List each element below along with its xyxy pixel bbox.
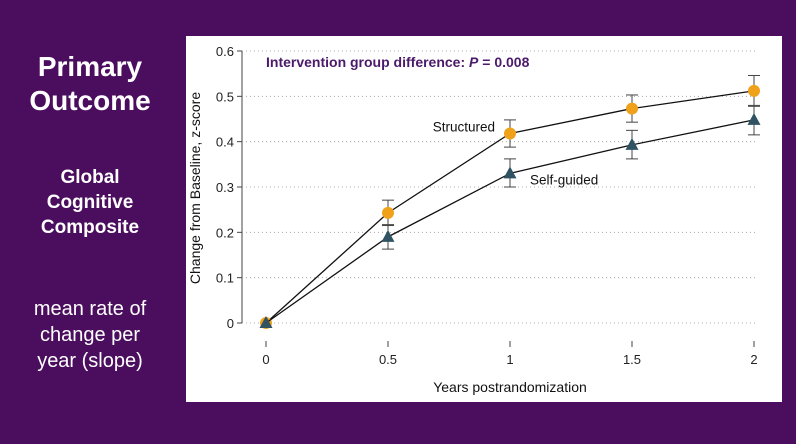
mean-line-1: mean rate of <box>33 298 147 320</box>
chart-axes: 0 0.1 0.2 0.3 0.4 0.5 0.6 0 0.5 1 1.5 2 <box>216 44 758 367</box>
mean-line-2: change per <box>39 324 141 346</box>
annotation-text: Intervention group difference: P = 0.008 <box>266 54 530 70</box>
series-layer: Structured Self-guided <box>259 74 761 329</box>
left-panel: Primary Outcome Global Cognitive Composi… <box>0 0 180 444</box>
x-axis-label: Years postrandomization <box>433 379 587 395</box>
global-line-3: Composite <box>40 217 140 238</box>
annotation-p-symbol: P <box>469 54 479 70</box>
y-tick-label: 0.3 <box>216 180 234 195</box>
x-tick-label: 1 <box>506 352 513 367</box>
x-tick-label: 1.5 <box>623 352 641 367</box>
annotation-prefix: Intervention group difference: <box>266 54 469 70</box>
y-tick-label: 0 <box>227 316 234 331</box>
mean-rate-description: mean rate of change per year (slope) <box>0 296 180 374</box>
y-tick-label: 0.6 <box>216 44 234 59</box>
mean-line-3: year (slope) <box>37 350 143 372</box>
data-point-self-guided <box>747 112 761 125</box>
line-chart: 0 0.1 0.2 0.3 0.4 0.5 0.6 0 0.5 1 1.5 2 Interventio… <box>187 44 761 395</box>
data-point-structured <box>626 102 638 115</box>
data-point-self-guided <box>503 166 517 179</box>
series-label-structured: Structured <box>433 120 495 135</box>
y-tick-label: 0.1 <box>216 271 234 286</box>
data-point-structured <box>504 127 516 140</box>
global-line-2: Cognitive <box>46 192 134 213</box>
data-point-self-guided <box>259 316 273 328</box>
y-tick-label: 0.4 <box>216 135 234 150</box>
data-point-structured <box>382 206 394 219</box>
chart-panel: 0 0.1 0.2 0.3 0.4 0.5 0.6 0 0.5 1 1.5 2 Interventio… <box>186 36 782 402</box>
data-point-self-guided <box>381 229 395 242</box>
data-point-self-guided <box>625 137 639 150</box>
data-point-structured <box>748 84 760 97</box>
x-tick-label: 0 <box>262 352 269 367</box>
primary-line-2: Outcome <box>29 85 151 116</box>
x-tick-label: 2 <box>750 352 757 367</box>
global-line-1: Global <box>60 167 120 188</box>
global-cognitive-composite-heading: Global Cognitive Composite <box>0 165 180 240</box>
series-line-self-guided <box>265 119 755 324</box>
primary-outcome-heading: Primary Outcome <box>0 50 180 118</box>
annotation-p-value: = 0.008 <box>478 54 529 70</box>
y-axis-label: Change from Baseline, z-score <box>187 92 203 284</box>
primary-line-1: Primary <box>37 51 143 82</box>
series-label-self-guided: Self-guided <box>530 172 598 187</box>
y-tick-label: 0.2 <box>216 225 234 240</box>
y-tick-label: 0.5 <box>216 89 234 104</box>
x-tick-label: 0.5 <box>379 352 397 367</box>
